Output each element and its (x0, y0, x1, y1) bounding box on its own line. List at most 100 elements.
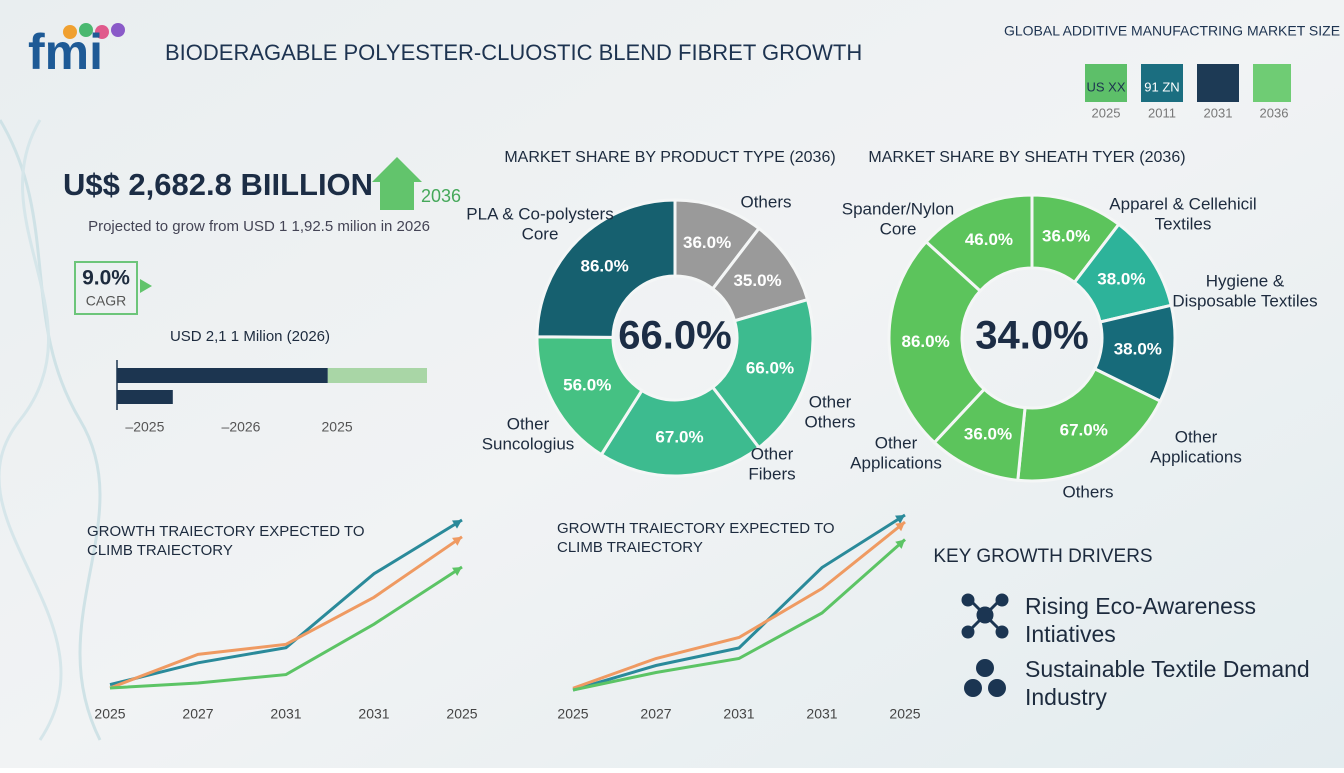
tile-label: 91 ZN (1144, 79, 1179, 94)
slice-annotation: PLA & Co-polysters (466, 204, 613, 223)
line-arrowhead (452, 536, 462, 546)
line-title: GROWTH TRAIECTORY EXPECTED TO (557, 520, 835, 537)
x-tick-label: 2031 (270, 706, 301, 722)
slice-annotation: Other (809, 392, 852, 411)
slice-annotation: Core (880, 219, 917, 238)
line-title: CLIMB TRAIECTORY (87, 542, 233, 559)
tile-year: 2011 (1148, 105, 1176, 120)
growth-arrow (372, 157, 422, 210)
logo-dot (95, 25, 109, 39)
cagr-arrow (140, 279, 152, 293)
cagr-label: CAGR (86, 293, 126, 309)
cagr-box (74, 261, 138, 315)
market-size-title: GLOBAL ADDITIVE MANUFACTRING MARKET SIZE (1004, 23, 1340, 39)
line-series (109, 535, 463, 690)
headline-year: 2036 (421, 186, 461, 206)
donut-slice (599, 385, 762, 478)
line-title: GROWTH TRAIECTORY EXPECTED TO (87, 523, 365, 540)
slice-label: 36.0% (683, 233, 731, 252)
slice-label: 46.0% (965, 230, 1013, 249)
donut-title: MARKET SHARE BY SHEATH TYER (2036) (868, 149, 1185, 166)
donut-title: MARKET SHARE BY PRODUCT TYPE (2036) (504, 149, 835, 166)
slice-label: 38.0% (1097, 270, 1145, 289)
x-tick-label: 2025 (322, 419, 353, 435)
donut-slice (887, 239, 987, 445)
market-tile (1253, 64, 1291, 102)
market-tile (1197, 64, 1239, 102)
logo: fmi (28, 23, 125, 80)
slice-label: 36.0% (964, 424, 1012, 443)
decor-helix (0, 119, 102, 741)
headline-subtitle: Projected to grow from USD 1 1,92.5 mili… (88, 218, 430, 235)
slice-label: 86.0% (581, 256, 629, 275)
driver-text: Intiatives (1025, 621, 1116, 647)
slice-annotation: Applications (1150, 447, 1242, 466)
x-tick-label: 2031 (723, 706, 754, 722)
slice-annotation: Other (507, 414, 550, 433)
slice-annotation: Suncologius (482, 434, 575, 453)
x-tick-label: 2025 (94, 706, 125, 722)
slice-annotation: Spander/Nylon (842, 199, 954, 218)
line-arrowhead (895, 515, 905, 524)
line-title: CLIMB TRAIECTORY (557, 539, 703, 556)
driver-text: Sustainable Textile Demand (1025, 656, 1310, 682)
donut-slice (924, 193, 1034, 294)
slice-annotation: Hygiene & (1206, 271, 1285, 290)
donut-slice (710, 297, 815, 450)
slice-annotation: Applications (850, 453, 942, 472)
slice-annotation: Other (1175, 427, 1218, 446)
line-series (572, 538, 906, 692)
driver-icon (964, 659, 1006, 697)
cagr-value: 9.0% (82, 267, 130, 290)
slice-annotation: Others (740, 192, 791, 211)
x-tick-label: 2031 (806, 706, 837, 722)
bar-title: USD 2,1 1 Milion (2026) (170, 328, 330, 345)
donut-slice (535, 198, 677, 339)
line-series (572, 513, 906, 692)
x-tick-label: –2025 (125, 419, 164, 435)
x-tick-label: 2025 (889, 706, 920, 722)
slice-annotation: Core (522, 224, 559, 243)
x-tick-label: 2025 (446, 706, 477, 722)
headline-value: U$$ 2,682.8 BIILLION (63, 167, 373, 202)
line-arrowhead (452, 567, 462, 576)
market-size-tiles: US XX 2025 91 ZN 2011 2031 2036 (1085, 64, 1291, 120)
slice-annotation: Apparel & Cellehicil (1109, 194, 1256, 213)
x-tick-label: 2025 (557, 706, 588, 722)
x-tick-label: 2027 (640, 706, 671, 722)
line-arrowhead (895, 539, 905, 549)
slice-annotation: Fibers (748, 464, 795, 483)
slice-annotation: Textiles (1155, 214, 1212, 233)
bar (117, 390, 173, 404)
bar (327, 368, 427, 383)
slice-annotation: Others (804, 412, 855, 431)
donut-center: 34.0% (975, 314, 1088, 358)
slice-label: 66.0% (746, 359, 794, 378)
logo-dot (63, 25, 77, 39)
tile-year: 2031 (1204, 105, 1233, 120)
donut-center: 66.0% (618, 314, 731, 358)
bar (117, 368, 328, 383)
donut-slice (535, 335, 644, 457)
slice-label: 36.0% (1042, 227, 1090, 246)
slice-label: 35.0% (733, 271, 781, 290)
market-tile (1085, 64, 1127, 102)
logo-dot (111, 23, 125, 37)
line-series (109, 518, 463, 687)
decor-helix (0, 119, 63, 741)
tile-year: 2036 (1260, 105, 1289, 120)
driver-text: Rising Eco-Awareness (1025, 593, 1256, 619)
slice-annotation: Others (1062, 482, 1113, 501)
charts: USD 2,1 1 Milion (2026) –2025 –2026 2025 MAR… (87, 149, 1318, 721)
slice-label: 86.0% (901, 332, 949, 351)
slice-label: 67.0% (1060, 421, 1108, 440)
page-title: BIODERAGABLE POLYESTER-CLUOSTIC BLEND FI… (165, 40, 862, 65)
logo-text: fmi (28, 24, 103, 80)
x-tick-label: 2031 (358, 706, 389, 722)
slice-label: 56.0% (563, 375, 611, 394)
market-tile (1141, 64, 1183, 102)
slice-annotation: Disposable Textiles (1172, 291, 1317, 310)
